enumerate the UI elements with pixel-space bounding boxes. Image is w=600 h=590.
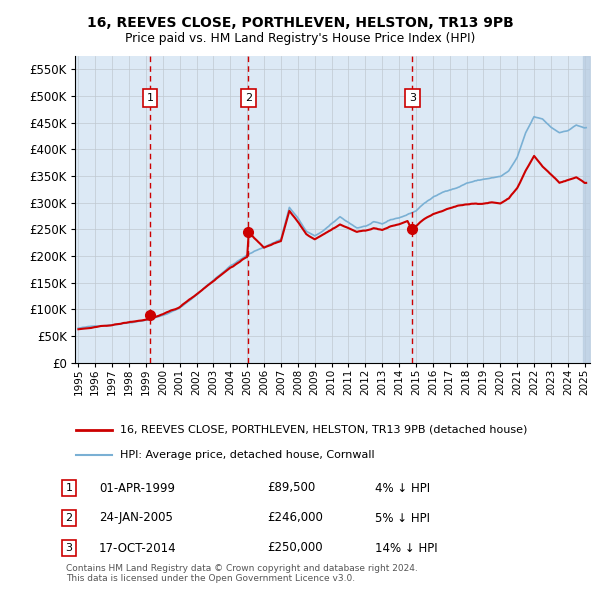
Text: Price paid vs. HM Land Registry's House Price Index (HPI): Price paid vs. HM Land Registry's House … xyxy=(125,32,475,45)
Text: 14% ↓ HPI: 14% ↓ HPI xyxy=(375,542,437,555)
Text: £246,000: £246,000 xyxy=(267,512,323,525)
Text: 5% ↓ HPI: 5% ↓ HPI xyxy=(375,512,430,525)
Text: Contains HM Land Registry data © Crown copyright and database right 2024.
This d: Contains HM Land Registry data © Crown c… xyxy=(66,563,418,583)
Text: 1: 1 xyxy=(146,93,154,103)
Text: 3: 3 xyxy=(409,93,416,103)
Text: 2: 2 xyxy=(245,93,252,103)
Text: 17-OCT-2014: 17-OCT-2014 xyxy=(99,542,176,555)
Text: 3: 3 xyxy=(65,543,73,553)
Text: 2: 2 xyxy=(65,513,73,523)
Text: 24-JAN-2005: 24-JAN-2005 xyxy=(99,512,173,525)
Text: HPI: Average price, detached house, Cornwall: HPI: Average price, detached house, Corn… xyxy=(120,450,375,460)
Text: 01-APR-1999: 01-APR-1999 xyxy=(99,481,175,494)
Text: £250,000: £250,000 xyxy=(267,542,323,555)
Text: 1: 1 xyxy=(65,483,73,493)
Text: 16, REEVES CLOSE, PORTHLEVEN, HELSTON, TR13 9PB (detached house): 16, REEVES CLOSE, PORTHLEVEN, HELSTON, T… xyxy=(120,425,527,435)
Text: £89,500: £89,500 xyxy=(267,481,315,494)
Text: 4% ↓ HPI: 4% ↓ HPI xyxy=(375,481,430,494)
Text: 16, REEVES CLOSE, PORTHLEVEN, HELSTON, TR13 9PB: 16, REEVES CLOSE, PORTHLEVEN, HELSTON, T… xyxy=(86,16,514,30)
